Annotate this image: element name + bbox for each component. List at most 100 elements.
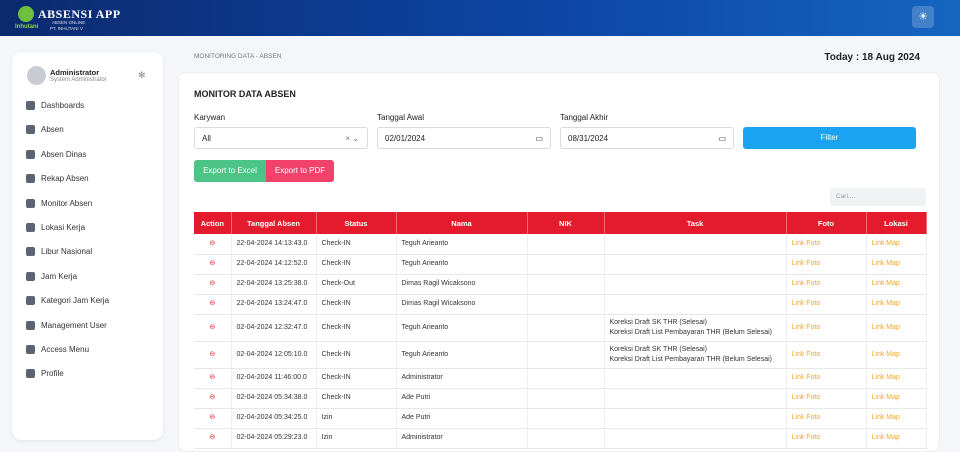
top-bar: Inhutani ABSENSI APP ABSEN ONLINE PT. IN… — [0, 0, 960, 36]
breadcrumb-item[interactable]: MONITORING DATA — [194, 53, 254, 60]
link-map[interactable]: Link Map — [866, 341, 927, 369]
cell-nik — [527, 388, 605, 409]
table-row: ⊖ 22-04-2024 14:12:52.0 Check-IN Teguh Arie… — [194, 254, 927, 275]
delete-action[interactable]: ⊖ — [194, 294, 232, 315]
data-table: Action Tanggal Absen Status Nama NIK Task Foto… — [194, 212, 927, 449]
link-map[interactable]: Link Map — [866, 368, 927, 389]
cell-name: Teguh Arieanto — [396, 341, 528, 369]
delete-action[interactable]: ⊖ — [194, 234, 232, 255]
export-excel[interactable]: Export to Excel — [194, 160, 266, 182]
link-map[interactable]: Link Map — [866, 314, 927, 342]
link-map[interactable]: Link Map — [866, 428, 927, 449]
filter-label: Tanggal Akhir — [560, 113, 609, 122]
menu-label: Libur Nasional — [41, 247, 93, 257]
column-header[interactable]: Foto — [786, 212, 867, 234]
cell-name: Ade Putri — [396, 388, 528, 409]
menu-label: Rekap Absen — [41, 174, 89, 184]
end-date[interactable]: 08/31/2024 ▭ — [560, 127, 734, 149]
logo-icon — [18, 6, 34, 22]
table-row: ⊖ 22-04-2024 13:24:47.0 Check-IN Dimas Ragi… — [194, 294, 927, 315]
karyawan-select[interactable]: All × ⌄ — [194, 127, 368, 149]
cell-task — [604, 254, 787, 275]
delete-action[interactable]: ⊖ — [194, 408, 232, 429]
task-item: Koreksi Draft List Pembayaran THR (Belum… — [609, 328, 772, 336]
menu-item[interactable]: Absen Dinas — [26, 149, 86, 159]
cell-nik — [527, 428, 605, 449]
menu-label: Profile — [41, 369, 64, 379]
menu-item[interactable]: Management User — [26, 320, 107, 330]
column-header[interactable]: NIK — [527, 212, 605, 234]
cell-status: Check-IN — [316, 294, 397, 315]
column-header[interactable]: Tanggal Absen — [231, 212, 317, 234]
column-header[interactable]: Status — [316, 212, 397, 234]
link-foto[interactable]: Link Foto — [786, 314, 867, 342]
cell-date: 02-04-2024 12:05:10.0 — [231, 341, 317, 369]
cell-nik — [527, 314, 605, 342]
theme-toggle[interactable]: ☀ — [912, 6, 934, 28]
select-value: All — [202, 134, 211, 143]
link-foto[interactable]: Link Foto — [786, 341, 867, 369]
settings-icon[interactable]: ✻ — [138, 70, 146, 80]
filter-button[interactable]: Filter — [743, 127, 916, 149]
link-foto[interactable]: Link Foto — [786, 274, 867, 295]
column-header[interactable]: Task — [604, 212, 787, 234]
column-header[interactable]: Nama — [396, 212, 528, 234]
card-title: MONITOR DATA ABSEN — [194, 89, 296, 99]
cell-status: Check-IN — [316, 314, 397, 342]
link-foto[interactable]: Link Foto — [786, 254, 867, 275]
link-foto[interactable]: Link Foto — [786, 368, 867, 389]
menu-item[interactable]: Lokasi Kerja — [26, 223, 85, 232]
menu-item[interactable]: Jam Kerja — [26, 271, 77, 281]
export-pdf[interactable]: Export to PDF — [266, 160, 334, 182]
delete-action[interactable]: ⊖ — [194, 274, 232, 295]
menu-label: Kategori Jam Kerja — [41, 296, 110, 306]
date-value: 02/01/2024 — [385, 134, 426, 143]
menu-item[interactable]: Rekap Absen — [26, 174, 89, 184]
cell-task — [604, 388, 787, 409]
link-foto[interactable]: Link Foto — [786, 234, 867, 255]
cell-nik — [527, 341, 605, 369]
date-value: 08/31/2024 — [568, 134, 609, 143]
logo-text: Inhutani — [15, 24, 39, 30]
user-name: Administrator — [50, 68, 100, 77]
menu-label: Monitor Absen — [41, 198, 93, 208]
menu-item[interactable]: Dashboards — [26, 101, 84, 110]
cell-task — [604, 234, 787, 255]
link-foto[interactable]: Link Foto — [786, 294, 867, 315]
link-map[interactable]: Link Map — [866, 274, 927, 295]
link-map[interactable]: Link Map — [866, 388, 927, 409]
link-foto[interactable]: Link Foto — [786, 428, 867, 449]
cell-status: Check-IN — [316, 368, 397, 389]
column-header[interactable]: Action — [194, 212, 232, 234]
menu-item[interactable]: Libur Nasional — [26, 247, 93, 257]
menu-item[interactable]: Access Menu — [26, 345, 89, 354]
cell-status: Check-IN — [316, 388, 397, 409]
delete-action[interactable]: ⊖ — [194, 428, 232, 449]
menu-item[interactable]: Absen — [26, 125, 64, 135]
menu-icon — [26, 345, 35, 354]
cell-name: Teguh Arieanto — [396, 314, 528, 342]
menu-item[interactable]: Monitor Absen — [26, 198, 93, 208]
menu-item[interactable]: Profile — [26, 369, 64, 379]
link-foto[interactable]: Link Foto — [786, 388, 867, 409]
delete-action[interactable]: ⊖ — [194, 388, 232, 409]
start-date[interactable]: 02/01/2024 ▭ — [377, 127, 551, 149]
menu-icon — [26, 271, 35, 281]
table-row: ⊖ 02-04-2024 05:34:38.0 Check-IN Ade Putri L… — [194, 388, 927, 409]
delete-action[interactable]: ⊖ — [194, 314, 232, 342]
link-map[interactable]: Link Map — [866, 408, 927, 429]
link-map[interactable]: Link Map — [866, 234, 927, 255]
menu-item[interactable]: Kategori Jam Kerja — [26, 296, 110, 306]
menu-icon — [26, 101, 35, 110]
cell-task: Koreksi Draft SK THR (Selesai) Koreksi Dr… — [604, 314, 787, 342]
cell-date: 02-04-2024 05:29:23.0 — [231, 428, 317, 449]
column-header[interactable]: Lokasi — [866, 212, 927, 234]
delete-action[interactable]: ⊖ — [194, 341, 232, 369]
search-input[interactable]: Cari.... — [830, 188, 926, 206]
cell-name: Teguh Arieanto — [396, 234, 528, 255]
link-foto[interactable]: Link Foto — [786, 408, 867, 429]
delete-action[interactable]: ⊖ — [194, 368, 232, 389]
link-map[interactable]: Link Map — [866, 254, 927, 275]
delete-action[interactable]: ⊖ — [194, 254, 232, 275]
link-map[interactable]: Link Map — [866, 294, 927, 315]
